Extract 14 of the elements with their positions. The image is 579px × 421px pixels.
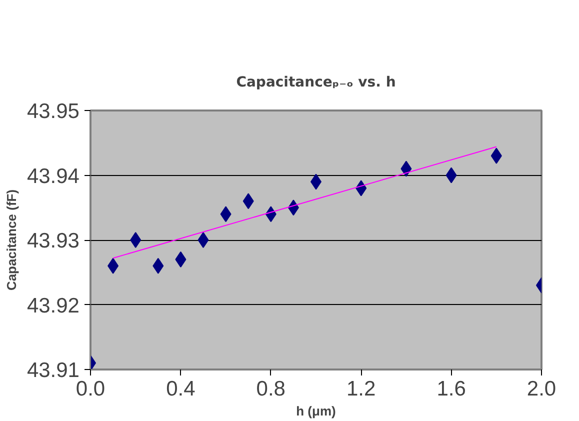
y-tick-label: 43.95 bbox=[26, 100, 80, 123]
x-tick-label: 2.0 bbox=[526, 378, 556, 400]
x-tick-label: 0.4 bbox=[166, 378, 196, 400]
y-tick-label: 43.94 bbox=[26, 164, 80, 188]
x-axis-title: h (μm) bbox=[296, 404, 336, 418]
point bbox=[198, 232, 209, 248]
y-tick-label: 43.92 bbox=[26, 294, 80, 318]
y-tick-label: 43.93 bbox=[26, 230, 80, 252]
x-tick-label: 0.8 bbox=[256, 378, 286, 400]
point bbox=[130, 232, 142, 248]
chart-title: Capacitanceₚ₋ₒ vs. h bbox=[236, 74, 396, 90]
x-tick-label: 1.2 bbox=[346, 378, 376, 400]
y-axis-title: Capacitance (fF) bbox=[4, 189, 19, 291]
x-tick-label: 1.6 bbox=[436, 378, 466, 400]
